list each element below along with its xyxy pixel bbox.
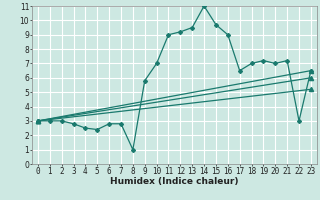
X-axis label: Humidex (Indice chaleur): Humidex (Indice chaleur) (110, 177, 239, 186)
